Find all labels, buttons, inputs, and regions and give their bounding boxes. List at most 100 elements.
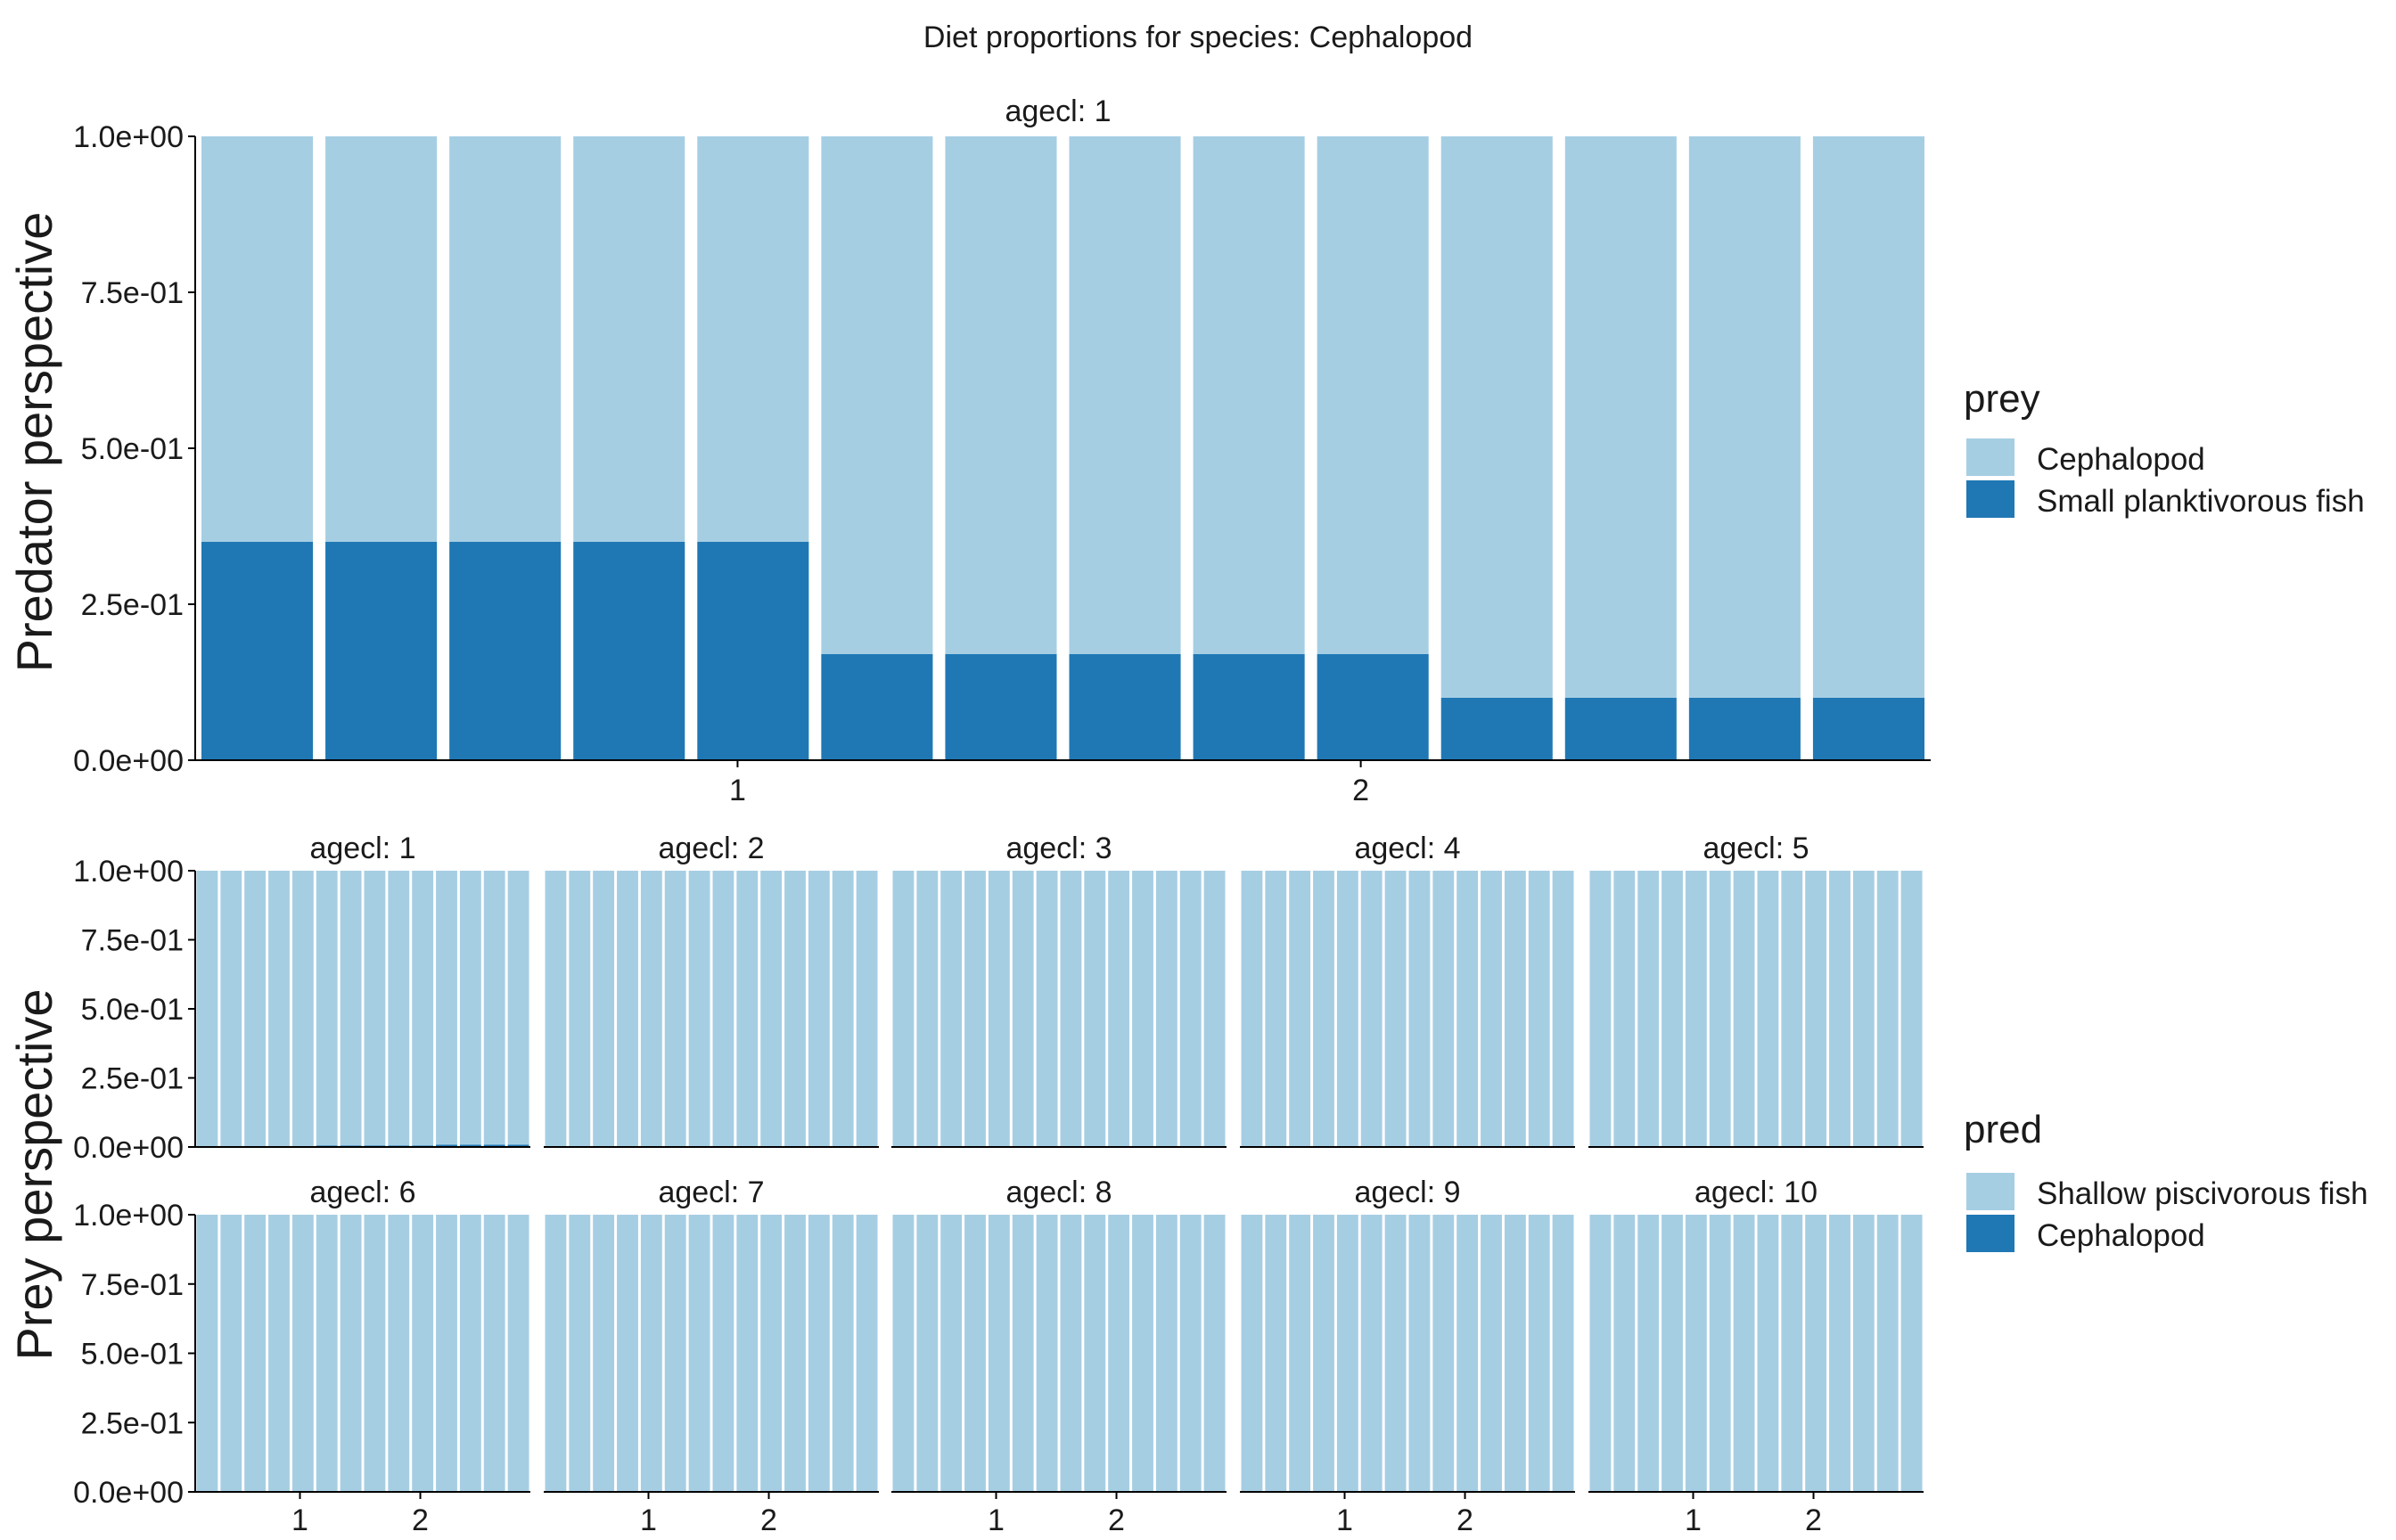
prey-facet-strip: agecl: 1: [309, 831, 415, 865]
prey-bar-shallow-piscivorous-fish: [1432, 871, 1455, 1147]
prey-bar-shallow-piscivorous-fish: [736, 871, 759, 1147]
predator-bar-cephalopod: [1688, 136, 1801, 698]
prey-y-tick-label: 5.0e-01: [81, 1338, 184, 1372]
prey-bar-shallow-piscivorous-fish: [1408, 1215, 1431, 1492]
prey-legend-swatch-small-planktivorous-fish: [1966, 480, 2014, 518]
prey-bar-shallow-piscivorous-fish: [1036, 871, 1058, 1147]
prey-x-tick-label: 2: [1108, 1503, 1125, 1537]
prey-facet-strip: agecl: 10: [1694, 1175, 1818, 1209]
prey-bar-shallow-piscivorous-fish: [1241, 871, 1263, 1147]
prey-facet-strip: agecl: 4: [1354, 831, 1460, 865]
prey-bar-shallow-piscivorous-fish: [1265, 1215, 1287, 1492]
prey-bar-shallow-piscivorous-fish: [436, 1215, 457, 1492]
prey-bar-cephalopod: [483, 1144, 505, 1147]
prey-bar-shallow-piscivorous-fish: [964, 1215, 986, 1492]
prey-bar-shallow-piscivorous-fish: [1408, 871, 1431, 1147]
prey-bar-shallow-piscivorous-fish: [1179, 871, 1202, 1147]
prey-facet: agecl: 7 1 2: [544, 1175, 879, 1537]
prey-bar-shallow-piscivorous-fish: [1829, 1215, 1850, 1492]
prey-bar-shallow-piscivorous-fish: [1852, 1215, 1875, 1492]
prey-bar-shallow-piscivorous-fish: [892, 871, 915, 1147]
prey-bar-shallow-piscivorous-fish: [244, 871, 267, 1147]
prey-bar-shallow-piscivorous-fish: [316, 1215, 338, 1492]
predator-bar-cephalopod: [449, 136, 562, 542]
prey-x-tick-label: 1: [988, 1503, 1005, 1537]
predator-bar-small-planktivorous-fish: [449, 542, 562, 760]
prey-facet-strip: agecl: 6: [309, 1175, 415, 1209]
prey-facet-strip: agecl: 2: [658, 831, 764, 865]
prey-facet-strip: agecl: 9: [1354, 1175, 1460, 1209]
prey-bar-shallow-piscivorous-fish: [736, 1215, 759, 1492]
prey-bar-shallow-piscivorous-fish: [268, 871, 290, 1147]
prey-bar-shallow-piscivorous-fish: [1613, 1215, 1636, 1492]
prey-y-tick-label: 1.0e+00: [73, 1199, 184, 1233]
prey-bar-shallow-piscivorous-fish: [1829, 871, 1850, 1147]
prey-bar-shallow-piscivorous-fish: [1132, 871, 1153, 1147]
prey-bar-shallow-piscivorous-fish: [1733, 1215, 1755, 1492]
prey-bar-shallow-piscivorous-fish: [340, 1215, 362, 1492]
prey-bar-shallow-piscivorous-fish: [1360, 871, 1383, 1147]
prey-bar-shallow-piscivorous-fish: [988, 871, 1010, 1147]
prey-bar-shallow-piscivorous-fish: [244, 1215, 267, 1492]
prey-x-tick-label: 1: [1336, 1503, 1353, 1537]
predator-y-tick-label: 7.5e-01: [81, 276, 184, 310]
prey-bar-shallow-piscivorous-fish: [1552, 871, 1574, 1147]
predator-bar-small-planktivorous-fish: [1812, 698, 1924, 760]
prey-bar-shallow-piscivorous-fish: [1132, 1215, 1153, 1492]
predator-bar-small-planktivorous-fish: [1688, 698, 1801, 760]
prey-bar-shallow-piscivorous-fish: [1757, 871, 1779, 1147]
prey-facet-strip: agecl: 3: [1005, 831, 1112, 865]
prey-bar-shallow-piscivorous-fish: [268, 1215, 290, 1492]
prey-bar-shallow-piscivorous-fish: [664, 871, 686, 1147]
prey-bar-shallow-piscivorous-fish: [569, 871, 591, 1147]
prey-bar-shallow-piscivorous-fish: [916, 1215, 939, 1492]
predator-bar-cephalopod: [1812, 136, 1924, 698]
prey-facet: agecl: 1 0.0e+00 2.5e-01 5.0e-01 7.5e-01 1.0e…: [73, 831, 530, 1165]
predator-bar-small-planktivorous-fish: [1564, 698, 1677, 760]
prey-bar-shallow-piscivorous-fish: [1662, 1215, 1683, 1492]
prey-bar-shallow-piscivorous-fish: [364, 1215, 386, 1492]
pred-legend-label-cephalopod: Cephalopod: [2037, 1218, 2205, 1253]
prey-bar-shallow-piscivorous-fish: [1203, 871, 1226, 1147]
prey-bar-shallow-piscivorous-fish: [832, 871, 854, 1147]
prey-legend-label-cephalopod: Cephalopod: [2037, 442, 2205, 477]
prey-bar-shallow-piscivorous-fish: [1781, 871, 1803, 1147]
prey-y-tick-label: 0.0e+00: [73, 1476, 184, 1510]
prey-bar-shallow-piscivorous-fish: [1456, 1215, 1479, 1492]
prey-bar-shallow-piscivorous-fish: [1012, 1215, 1034, 1492]
prey-bar-shallow-piscivorous-fish: [412, 871, 434, 1146]
predator-bar-small-planktivorous-fish: [1193, 654, 1305, 760]
prey-facet: agecl: 4: [1240, 831, 1575, 1148]
prey-facet-strip: agecl: 5: [1703, 831, 1809, 865]
prey-bar-shallow-piscivorous-fish: [1504, 871, 1526, 1147]
prey-bar-shallow-piscivorous-fish: [412, 1215, 434, 1492]
prey-x-tick-label: 2: [1805, 1503, 1822, 1537]
prey-bar-shallow-piscivorous-fish: [940, 1215, 963, 1492]
prey-bar-cephalopod: [459, 1144, 481, 1147]
prey-bar-shallow-piscivorous-fish: [892, 1215, 915, 1492]
pred-legend-label-shallow-piscivorous-fish: Shallow piscivorous fish: [2037, 1176, 2368, 1211]
predator-bar-cephalopod: [1069, 136, 1181, 654]
prey-bar-shallow-piscivorous-fish: [1876, 1215, 1899, 1492]
predator-bar-small-planktivorous-fish: [1069, 654, 1181, 760]
predator-bar-small-planktivorous-fish: [325, 542, 438, 760]
prey-facet: agecl: 9 1 2: [1240, 1175, 1575, 1537]
prey-bar-shallow-piscivorous-fish: [1733, 871, 1755, 1147]
prey-facets: agecl: 1 0.0e+00 2.5e-01 5.0e-01 7.5e-01 1.0e…: [73, 831, 1924, 1537]
prey-y-tick-label: 7.5e-01: [81, 924, 184, 958]
prey-bar-shallow-piscivorous-fish: [964, 871, 986, 1147]
prey-bar-shallow-piscivorous-fish: [640, 871, 662, 1147]
prey-bar-shallow-piscivorous-fish: [569, 1215, 591, 1492]
prey-bar-shallow-piscivorous-fish: [940, 871, 963, 1147]
prey-bar-shallow-piscivorous-fish: [316, 871, 338, 1146]
predator-bar-cephalopod: [201, 136, 314, 542]
pred-legend-swatch-shallow-piscivorous-fish: [1966, 1173, 2014, 1210]
prey-ylabel: Prey perspective: [6, 988, 62, 1360]
prey-bar-shallow-piscivorous-fish: [1313, 871, 1334, 1147]
prey-bar-shallow-piscivorous-fish: [1805, 871, 1827, 1147]
predator-x-tick-label: 1: [729, 774, 746, 807]
predator-bar-small-planktivorous-fish: [1317, 654, 1429, 760]
predator-y-tick-label: 1.0e+00: [73, 120, 184, 154]
figure-title: Diet proportions for species: Cephalopod: [923, 20, 1473, 54]
prey-bar-shallow-piscivorous-fish: [388, 871, 410, 1146]
